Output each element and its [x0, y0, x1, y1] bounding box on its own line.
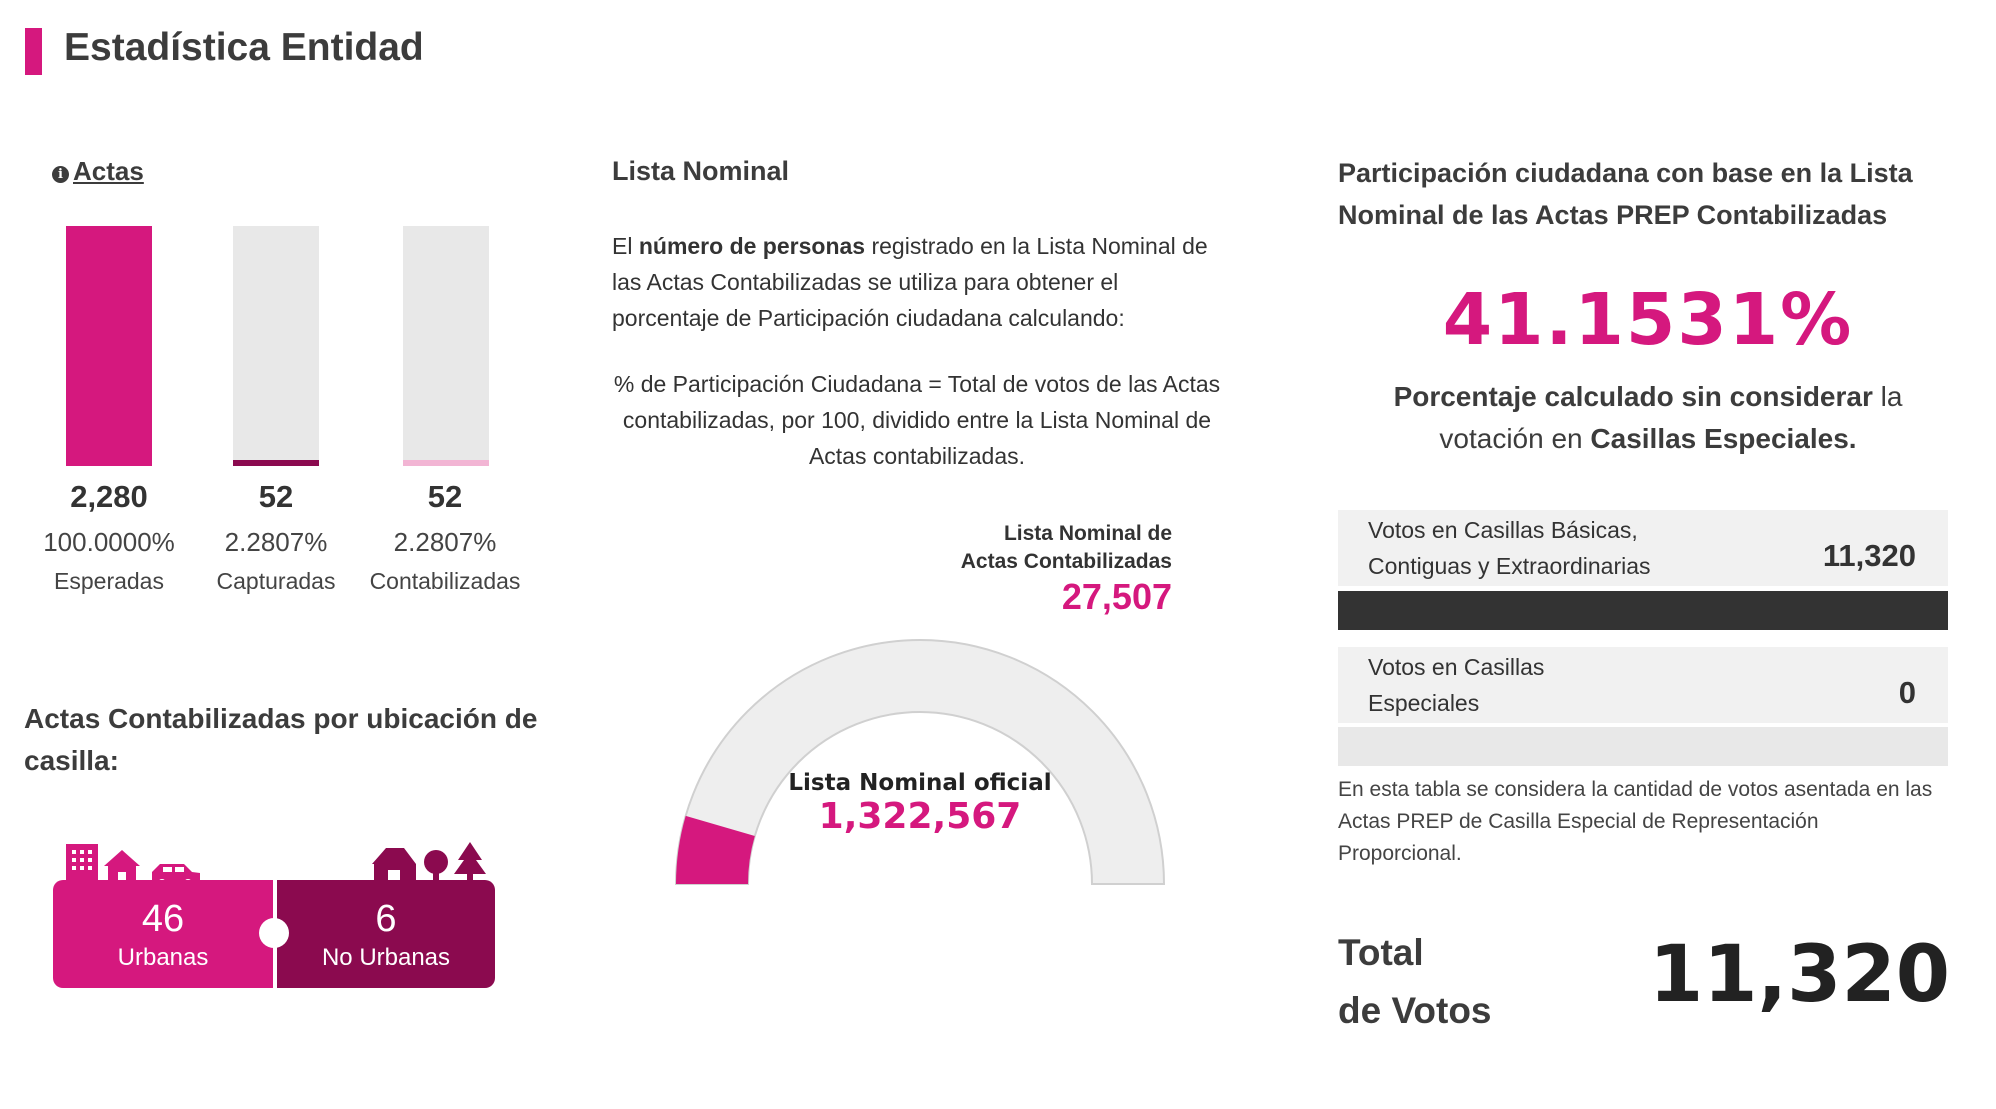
lista-nominal-oficial-value: 1,322,567 — [818, 796, 1022, 837]
urban-icons — [66, 844, 200, 884]
total-label-line-1: Total — [1338, 932, 1424, 973]
bar-capturadas — [233, 226, 319, 466]
building-icon — [66, 844, 98, 884]
info-icon[interactable]: i — [52, 166, 69, 183]
cont-label-line-1: Lista Nominal de — [1003, 522, 1172, 545]
barn-icon — [372, 848, 416, 884]
votos-especiales-label-1: Votos en Casillas — [1368, 654, 1545, 680]
actas-link-label[interactable]: Actas — [73, 156, 144, 186]
cont-label-line-2: Actas Contabilizadas — [960, 550, 1172, 573]
gauge-fill — [676, 815, 755, 884]
urbanas-value: 46 — [141, 898, 185, 940]
lista-nominal-contabilizadas-value: 27,507 — [1061, 576, 1172, 617]
location-divider-dot — [259, 918, 289, 948]
capturadas-percent: 2.2807% — [224, 527, 328, 557]
total-votos-label: Total de Votos — [1338, 924, 1492, 1040]
note-plain: la votación en — [1439, 381, 1903, 454]
page-title: Estadística Entidad — [64, 26, 424, 69]
urbanas-label: Urbanas — [117, 944, 209, 971]
header-accent-bar — [25, 28, 42, 75]
bar-track — [233, 226, 319, 466]
capturadas-label: Capturadas — [216, 568, 336, 594]
urbanas-box: 46 Urbanas — [53, 880, 273, 988]
actas-link[interactable]: i Actas — [52, 156, 144, 187]
votos-especiales-label: Votos en Casillas Especiales — [1368, 649, 1544, 721]
votos-especiales-value: 0 — [1898, 675, 1916, 710]
rural-icons — [372, 842, 486, 884]
desc-bold: número de personas — [638, 233, 866, 259]
bar-track — [403, 226, 489, 466]
votos-basicas-row: Votos en Casillas Básicas, Contiguas y E… — [1338, 510, 1948, 586]
esperadas-label: Esperadas — [54, 568, 164, 594]
lista-nominal-contabilizadas-label: Lista Nominal de Actas Contabilizadas — [900, 520, 1172, 576]
casilla-especial-note: En esta tabla se considera la cantidad d… — [1338, 778, 1933, 865]
capturadas-value: 52 — [258, 479, 294, 514]
gauge-track — [674, 639, 1166, 885]
lista-nominal-oficial-label: Lista Nominal oficial — [788, 770, 1052, 796]
desc-after: registrado en la Lista Nominal de las Ac… — [612, 233, 1208, 331]
pine-tree-icon — [454, 842, 486, 884]
note-bold-2: Casillas Especiales. — [1590, 423, 1857, 454]
note-bold-1: Porcentaje calculado sin considerar — [1393, 381, 1873, 412]
esperadas-value: 2,280 — [70, 479, 148, 514]
tree-icon — [424, 850, 448, 884]
esperadas-percent: 100.0000% — [43, 527, 175, 557]
votos-especiales-label-2: Especiales — [1368, 690, 1480, 716]
votos-basicas-bar — [1338, 591, 1948, 630]
participacion-note: Porcentaje calculado sin considerar la v… — [1338, 376, 1958, 460]
votos-basicas-label-2: Contiguas y Extraordinarias — [1368, 553, 1651, 579]
lista-nominal-gauge — [674, 639, 1166, 885]
ubicacion-title: Actas Contabilizadas por ubicación de ca… — [24, 703, 538, 776]
lista-nominal-title: Lista Nominal — [612, 156, 790, 186]
lista-nominal-description: El número de personas registrado en la L… — [612, 228, 1232, 336]
total-votos-value: 11,320 — [1649, 930, 1950, 1020]
bar-contabilizadas — [403, 226, 489, 466]
contabilizadas-value: 52 — [427, 479, 463, 514]
no-urbanas-label: No Urbanas — [321, 944, 451, 971]
participacion-title: Participación ciudadana con base en la L… — [1338, 158, 1913, 230]
bar-fill-contabilizadas — [403, 460, 489, 466]
participacion-percent: 41.1531% — [1442, 278, 1854, 361]
votos-basicas-value: 11,320 — [1822, 538, 1916, 573]
no-urbanas-value: 6 — [375, 898, 397, 940]
votos-basicas-label: Votos en Casillas Básicas, Contiguas y E… — [1368, 512, 1651, 584]
votos-especiales-row: Votos en Casillas Especiales 0 — [1338, 647, 1948, 723]
desc-before: El — [612, 233, 639, 259]
bar-fill-capturadas — [233, 460, 319, 466]
bar-esperadas — [66, 226, 152, 466]
contabilizadas-label: Contabilizadas — [369, 568, 521, 594]
bar-fill-esperadas — [66, 226, 152, 466]
votos-basicas-label-1: Votos en Casillas Básicas, — [1368, 517, 1638, 543]
participation-formula: % de Participación Ciudadana = Total de … — [613, 371, 1221, 469]
house-icon — [104, 850, 140, 884]
no-urbanas-box: 6 No Urbanas — [277, 880, 495, 988]
contabilizadas-percent: 2.2807% — [393, 527, 497, 557]
total-label-line-2: de Votos — [1338, 990, 1492, 1031]
votos-especiales-bar — [1338, 727, 1948, 766]
